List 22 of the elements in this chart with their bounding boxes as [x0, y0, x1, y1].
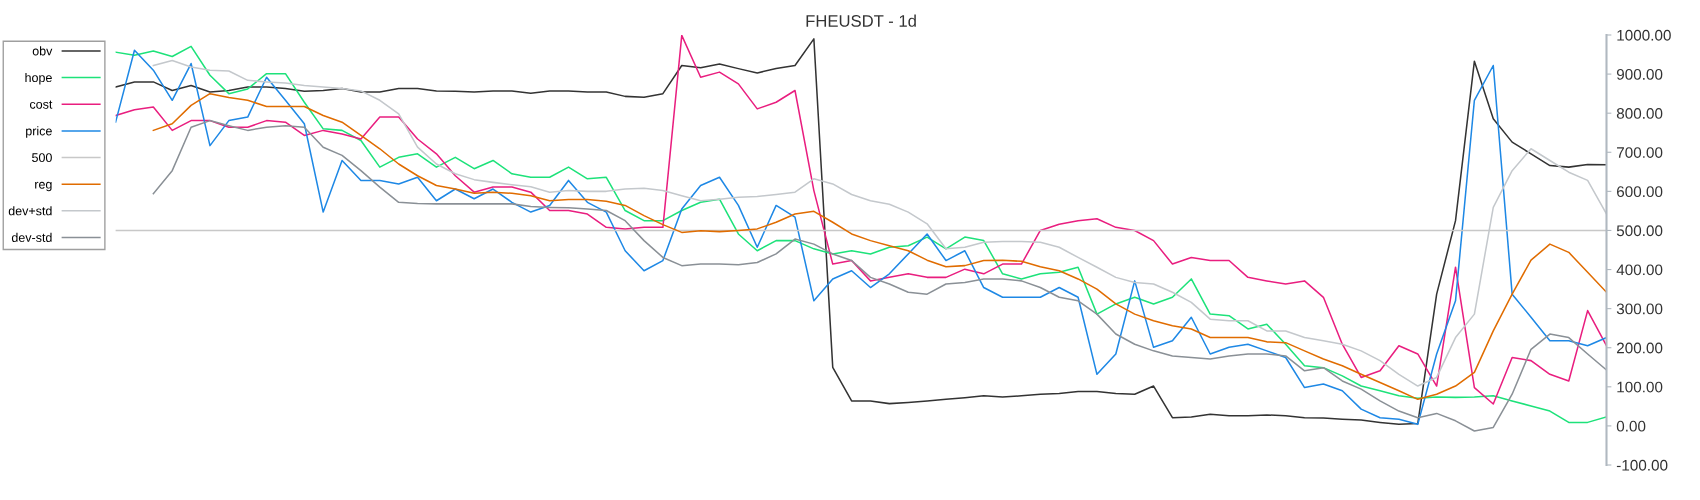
- y-tick-label: 1000.00: [1617, 29, 1671, 41]
- y-tick-label: 800.00: [1616, 108, 1663, 119]
- y-tick-label: 700.00: [1617, 147, 1663, 158]
- y-tick-label: 100.00: [1617, 381, 1663, 393]
- y-tick-label: 400.00: [1616, 264, 1663, 276]
- legend-label: reg: [35, 181, 52, 192]
- legend-label: dev-std: [11, 232, 52, 242]
- legend-label: 500: [32, 153, 52, 163]
- y-tick-label: 900.00: [1616, 68, 1663, 80]
- legend-label: cost: [29, 100, 53, 109]
- y-tick-label: 300.00: [1616, 303, 1663, 315]
- y-tick-label: 200.00: [1616, 342, 1663, 354]
- legend-label: dev+std: [8, 206, 52, 216]
- legend-label: obv: [32, 46, 53, 56]
- legend-label: price: [26, 126, 52, 138]
- chart-title: FHEUSDT - 1d: [806, 14, 916, 27]
- y-tick-label: -100.00: [1616, 459, 1668, 471]
- legend-label: hope: [25, 72, 52, 85]
- line-series: [152, 119, 1607, 432]
- y-tick-label: 0.00: [1616, 420, 1646, 432]
- y-tick-label: 600.00: [1617, 186, 1663, 198]
- y-tick-label: 500.00: [1616, 225, 1663, 237]
